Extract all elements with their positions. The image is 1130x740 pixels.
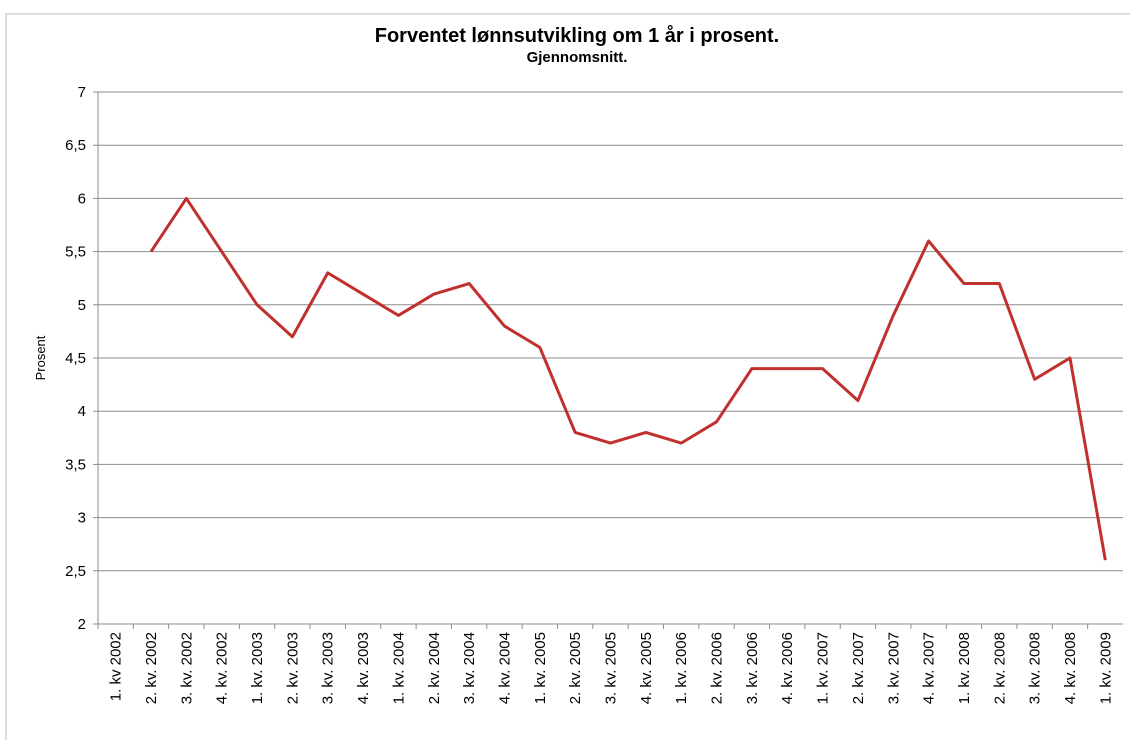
y-tick-label: 2,5 xyxy=(65,563,86,580)
chart-frame xyxy=(5,13,1130,740)
x-tick-label: 1. kv. 2007 xyxy=(815,632,832,704)
x-tick-label: 2. kv. 2003 xyxy=(284,632,301,704)
y-tick-label: 4 xyxy=(78,403,86,420)
x-tick-label: 1. kv. 2004 xyxy=(390,632,407,704)
y-tick-label: 5,5 xyxy=(65,244,86,261)
x-tick-label: 4. kv. 2004 xyxy=(496,632,513,704)
x-tick-label: 2. kv. 2005 xyxy=(567,632,584,704)
x-tick-label: 4. kv. 2003 xyxy=(355,632,372,704)
x-tick-label: 1. kv. 2003 xyxy=(249,632,266,704)
x-tick-label: 3. kv. 2002 xyxy=(178,632,195,704)
y-tick-label: 6 xyxy=(78,190,86,207)
x-tick-label: 4. kv. 2006 xyxy=(779,632,796,704)
x-tick-label: 4. kv. 2002 xyxy=(214,632,231,704)
y-tick-label: 5 xyxy=(78,297,86,314)
x-tick-label: 2. kv. 2002 xyxy=(143,632,160,704)
y-tick-label: 7 xyxy=(78,84,86,101)
x-tick-label: 3. kv. 2003 xyxy=(320,632,337,704)
y-tick-label: 2 xyxy=(78,616,86,633)
x-tick-label: 1. kv. 2005 xyxy=(532,632,549,704)
x-tick-label: 3. kv. 2008 xyxy=(1027,632,1044,704)
x-tick-label: 3. kv. 2006 xyxy=(744,632,761,704)
x-tick-label: 2. kv. 2007 xyxy=(850,632,867,704)
data-line xyxy=(149,196,1107,561)
x-tick-label: 4. kv. 2007 xyxy=(921,632,938,704)
x-tick-label: 2. kv. 2006 xyxy=(709,632,726,704)
y-tick-label: 3 xyxy=(78,510,86,527)
y-tick-label: 3,5 xyxy=(65,456,86,473)
y-axis-label: Prosent xyxy=(33,335,48,380)
x-tick-label: 4. kv. 2008 xyxy=(1062,632,1079,704)
chart-title: Forventet lønnsutvikling om 1 år i prose… xyxy=(375,24,780,47)
x-tick-label: 3. kv. 2005 xyxy=(603,632,620,704)
chart-subtitle: Gjennomsnitt. xyxy=(527,49,628,66)
x-tick-label: 1. kv. 2008 xyxy=(956,632,973,704)
x-tick-label: 1. kv 2002 xyxy=(108,632,125,701)
x-tick-label: 3. kv. 2004 xyxy=(461,632,478,704)
x-tick-label: 1. kv. 2006 xyxy=(673,632,690,704)
x-tick-label: 1. kv. 2009 xyxy=(1097,632,1114,704)
x-tick-label: 3. kv. 2007 xyxy=(885,632,902,704)
x-tick-label: 2. kv. 2004 xyxy=(426,632,443,704)
y-tick-label: 6,5 xyxy=(65,137,86,154)
x-tick-label: 2. kv. 2008 xyxy=(991,632,1008,704)
x-tick-label: 4. kv. 2005 xyxy=(638,632,655,704)
y-tick-label: 4,5 xyxy=(65,350,86,367)
